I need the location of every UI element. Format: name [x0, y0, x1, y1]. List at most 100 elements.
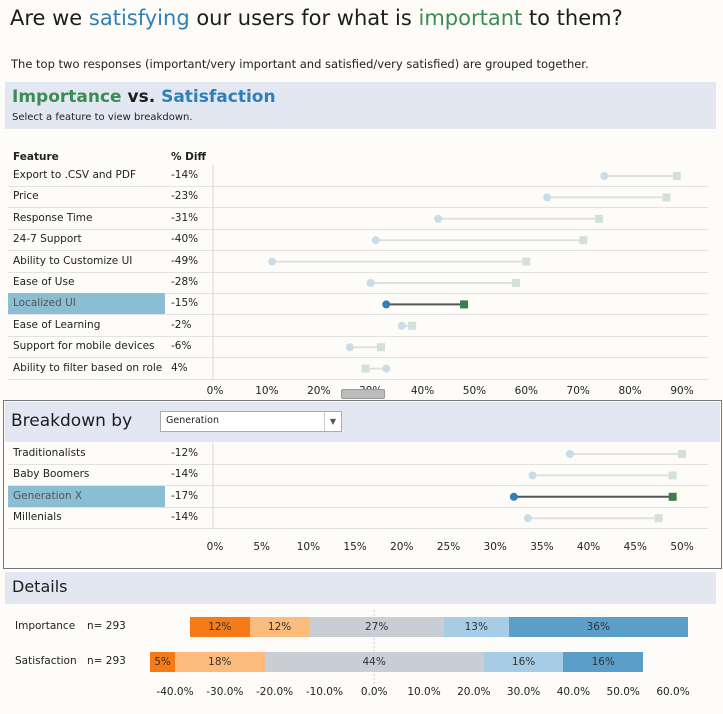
breakdown-header: Breakdown by Generation ▼: [5, 402, 720, 442]
breakdown-dropdown[interactable]: Generation ▼: [160, 411, 342, 432]
row-label: Traditionalists: [13, 447, 86, 459]
row-diff-value: -28%: [171, 276, 199, 288]
row-diff-value: -6%: [171, 340, 192, 353]
bar-segment: 5%: [150, 652, 175, 672]
details-title: Details: [12, 577, 68, 596]
page-title: Are we satisfying our users for what is …: [10, 6, 623, 30]
bar-segment: 16%: [483, 652, 564, 672]
satisfaction-point: [543, 193, 552, 202]
x-tick-label: 20%: [390, 541, 414, 553]
row-label: Localized UI: [13, 297, 76, 310]
bar-segment: 16%: [563, 652, 644, 672]
x-tick-label: 60%: [514, 385, 538, 397]
table-row[interactable]: Traditionalists -12%: [8, 443, 708, 465]
x-tick-label: -20.0%: [256, 686, 294, 698]
table-row[interactable]: Response Time -31%: [8, 208, 708, 230]
satisfaction-point: [268, 257, 277, 266]
table-row[interactable]: Millenials -14%: [8, 507, 708, 530]
x-tick-label: -40.0%: [156, 686, 194, 698]
selected-row-highlight: [8, 293, 165, 315]
row-diff-value: -12%: [171, 447, 199, 459]
x-tick-label: 0%: [206, 385, 224, 397]
bar-segment: 13%: [443, 617, 509, 637]
bar-segment: 12%: [189, 617, 250, 637]
row-label: Price: [13, 190, 39, 203]
x-tick-label: 30.0%: [506, 686, 541, 698]
x-tick-label: 10%: [255, 385, 279, 397]
row-label: Support for mobile devices: [13, 340, 155, 353]
importance-point: [668, 492, 677, 501]
row-diff-value: -31%: [171, 211, 199, 224]
x-tick-label: 10.0%: [407, 686, 441, 698]
x-tick-label: 50%: [670, 541, 694, 553]
satisfaction-point: [382, 300, 391, 309]
x-tick-label: 5%: [253, 541, 271, 553]
x-tick-label: 10%: [296, 541, 321, 553]
details-header: Details: [5, 572, 716, 604]
importance-satisfaction-header: Importance vs. Satisfaction Select a fea…: [5, 82, 716, 129]
x-tick-label: 0.0%: [360, 686, 388, 698]
row-label: Ability to Customize UI: [13, 254, 133, 267]
row-label: Ease of Learning: [13, 318, 101, 331]
x-tick-label: 40%: [576, 541, 601, 553]
details-row-count: n= 293: [87, 655, 126, 667]
x-tick-label: 20.0%: [457, 686, 491, 698]
importance-point: [361, 364, 370, 373]
breakdown-title: Breakdown by: [11, 411, 133, 431]
breakdown-panel: Breakdown by Generation ▼: [3, 400, 722, 569]
table-row[interactable]: Support for mobile devices -6%: [8, 336, 708, 359]
row-diff-value: -15%: [171, 297, 199, 310]
diff-column-header: % Diff: [171, 151, 206, 163]
row-label: Generation X: [13, 489, 83, 502]
importance-point: [678, 450, 686, 458]
table-row[interactable]: 24-7 Support -40%: [8, 229, 708, 252]
table-row[interactable]: Ability to filter based on role 4%: [8, 358, 708, 380]
x-tick-label: 70%: [566, 385, 590, 397]
satisfaction-point: [600, 172, 609, 180]
x-tick-label: 60.0%: [656, 686, 690, 698]
x-tick-label: 30%: [483, 541, 507, 553]
row-diff-value: 4%: [171, 361, 188, 374]
row-label: Ease of Use: [13, 276, 75, 288]
feature-column-header: Feature: [13, 151, 59, 163]
satisfaction-point: [366, 279, 375, 287]
section-instruction: Select a feature to view breakdown.: [12, 112, 193, 123]
table-row[interactable]: Ease of Learning -2%: [8, 315, 708, 337]
table-row[interactable]: Baby Boomers -14%: [8, 464, 708, 487]
row-diff-value: -49%: [171, 254, 199, 267]
row-diff-value: -14%: [171, 468, 199, 481]
x-tick-label: 0%: [206, 541, 224, 553]
x-tick-label: 40%: [410, 385, 435, 397]
row-diff-value: -2%: [171, 318, 192, 331]
x-tick-label: 90%: [670, 385, 694, 397]
axis-scrollbar-thumb[interactable]: [341, 389, 385, 399]
table-row[interactable]: Ease of Use -28%: [8, 272, 708, 294]
row-diff-value: -14%: [171, 511, 199, 524]
importance-point: [522, 257, 531, 266]
satisfaction-point: [397, 321, 406, 330]
page-subtitle: The top two responses (important/very im…: [11, 57, 589, 71]
table-row[interactable]: Generation X -17%: [8, 485, 708, 508]
row-label: Baby Boomers: [13, 468, 90, 481]
chevron-down-icon[interactable]: ▼: [324, 412, 341, 431]
row-label: Ability to filter based on role: [13, 361, 163, 374]
table-row[interactable]: Localized UI -15%: [8, 293, 708, 316]
row-label: Export to .CSV and PDF: [13, 169, 136, 181]
details-row-count: n= 293: [87, 620, 126, 632]
table-row[interactable]: Price -23%: [8, 186, 708, 209]
details-row-label: Satisfaction: [15, 655, 77, 667]
bar-segment: 36%: [508, 617, 688, 637]
importance-point: [662, 193, 671, 202]
table-row[interactable]: Export to .CSV and PDF -14%: [8, 165, 708, 187]
satisfaction-point: [509, 492, 518, 501]
satisfaction-point: [371, 236, 380, 245]
dropdown-value: Generation: [166, 415, 219, 426]
x-tick-label: 45%: [623, 541, 647, 553]
x-tick-label: 20%: [307, 385, 331, 397]
importance-point: [377, 343, 386, 352]
x-tick-label: 35%: [530, 541, 554, 553]
bar-segment: 12%: [249, 617, 310, 637]
row-diff-value: -40%: [171, 233, 199, 246]
table-row[interactable]: Ability to Customize UI -49%: [8, 251, 708, 273]
importance-point: [668, 471, 677, 480]
